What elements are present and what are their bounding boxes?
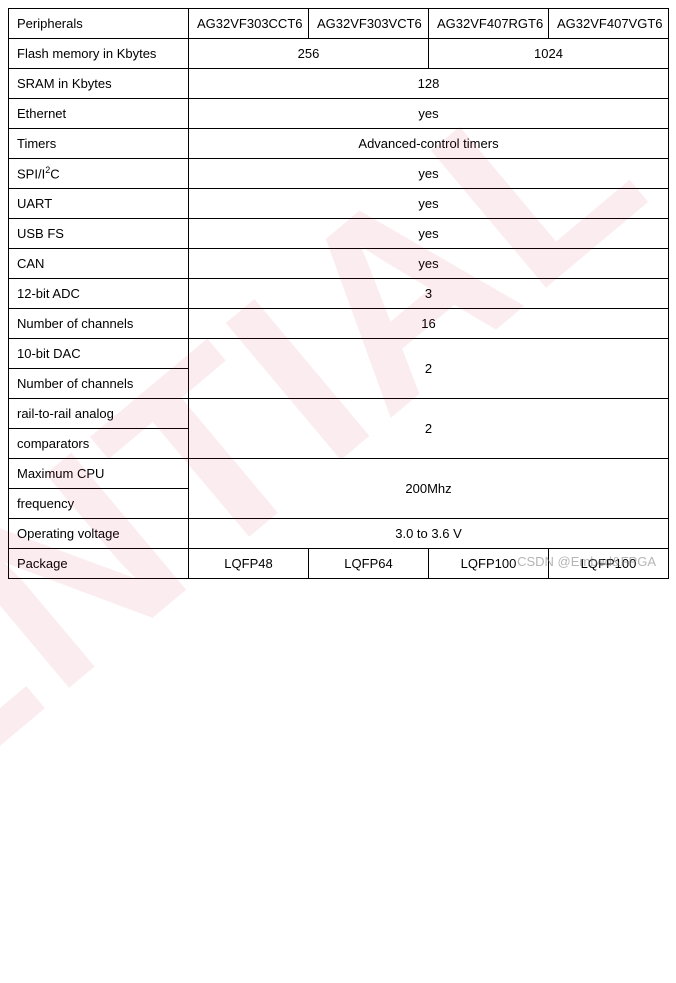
row-label: 10-bit DAC — [9, 339, 189, 369]
cell-value: yes — [189, 159, 669, 189]
cell-value: 3.0 to 3.6 V — [189, 519, 669, 549]
row-label: Peripherals — [9, 9, 189, 39]
row-label: Operating voltage — [9, 519, 189, 549]
row-label: Number of channels — [9, 369, 189, 399]
table-row: Operating voltage3.0 to 3.6 V — [9, 519, 669, 549]
table-row: 12-bit ADC3 — [9, 279, 669, 309]
table-row: 10-bit DAC2 — [9, 339, 669, 369]
cell-value: AG32VF407RGT6 — [429, 9, 549, 39]
table-row: USB FSyes — [9, 219, 669, 249]
row-label: comparators — [9, 429, 189, 459]
cell-value: AG32VF303CCT6 — [189, 9, 309, 39]
row-label: SPI/I2C — [9, 159, 189, 189]
row-label: Flash memory in Kbytes — [9, 39, 189, 69]
row-label: Package — [9, 549, 189, 579]
cell-value: yes — [189, 219, 669, 249]
table-row: PeripheralsAG32VF303CCT6AG32VF303VCT6AG3… — [9, 9, 669, 39]
cell-value: AG32VF407VGT6 — [549, 9, 669, 39]
cell-value: LQFP64 — [309, 549, 429, 579]
table-row: rail-to-rail analog2 — [9, 399, 669, 429]
cell-value: 16 — [189, 309, 669, 339]
cell-value: 2 — [189, 399, 669, 459]
table-row: PackageLQFP48LQFP64LQFP100LQFP100 — [9, 549, 669, 579]
cell-value: AG32VF303VCT6 — [309, 9, 429, 39]
table-row: CANyes — [9, 249, 669, 279]
cell-value: 2 — [189, 339, 669, 399]
table-row: UARTyes — [9, 189, 669, 219]
row-label: Timers — [9, 129, 189, 159]
row-label: Maximum CPU — [9, 459, 189, 489]
cell-value: yes — [189, 189, 669, 219]
table-row: Number of channels16 — [9, 309, 669, 339]
cell-value: 3 — [189, 279, 669, 309]
row-label: 12-bit ADC — [9, 279, 189, 309]
cell-value: 128 — [189, 69, 669, 99]
table-row: TimersAdvanced-control timers — [9, 129, 669, 159]
cell-value: Advanced-control timers — [189, 129, 669, 159]
spec-table: PeripheralsAG32VF303CCT6AG32VF303VCT6AG3… — [8, 8, 669, 579]
cell-value: 256 — [189, 39, 429, 69]
table-row: SPI/I2Cyes — [9, 159, 669, 189]
row-label: CAN — [9, 249, 189, 279]
table-row: SRAM in Kbytes128 — [9, 69, 669, 99]
row-label: SRAM in Kbytes — [9, 69, 189, 99]
cell-value: 1024 — [429, 39, 669, 69]
row-label: frequency — [9, 489, 189, 519]
cell-value: yes — [189, 249, 669, 279]
table-row: Flash memory in Kbytes2561024 — [9, 39, 669, 69]
row-label: USB FS — [9, 219, 189, 249]
table-row: Ethernetyes — [9, 99, 669, 129]
cell-value: LQFP48 — [189, 549, 309, 579]
row-label: Ethernet — [9, 99, 189, 129]
cell-value: LQFP100 — [429, 549, 549, 579]
row-label: Number of channels — [9, 309, 189, 339]
cell-value: yes — [189, 99, 669, 129]
row-label: rail-to-rail analog — [9, 399, 189, 429]
cell-value: LQFP100 — [549, 549, 669, 579]
row-label: UART — [9, 189, 189, 219]
cell-value: 200Mhz — [189, 459, 669, 519]
table-row: Maximum CPU200Mhz — [9, 459, 669, 489]
